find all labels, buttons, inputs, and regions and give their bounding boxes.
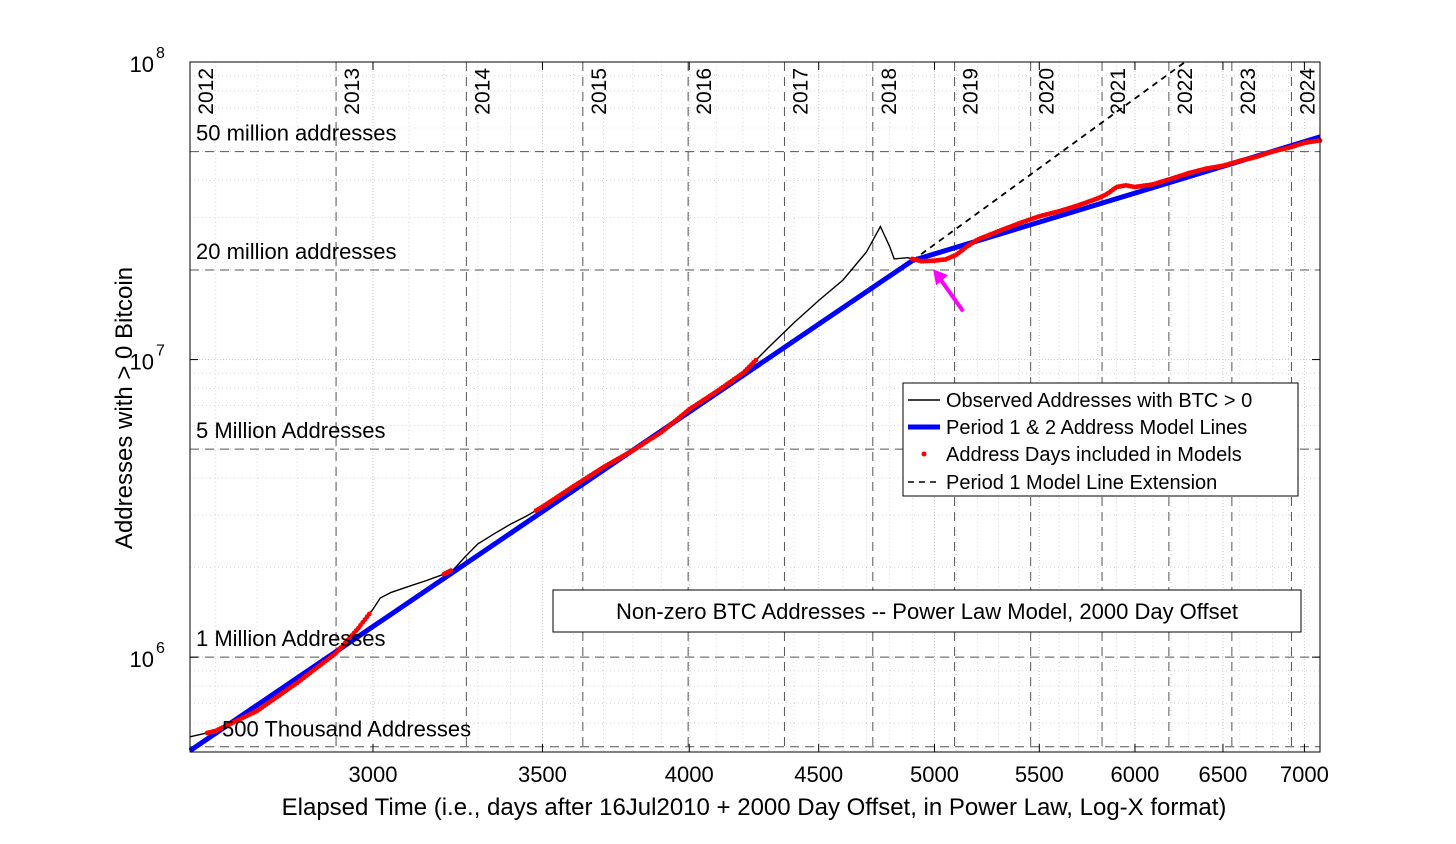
- y-tick-label: 10: [130, 647, 154, 672]
- x-tick-label: 6000: [1110, 762, 1159, 787]
- x-tick-label: 6500: [1198, 762, 1247, 787]
- year-label: 2012: [195, 68, 218, 115]
- reference-lines: [190, 151, 1320, 748]
- y-tick-label: 10: [130, 52, 154, 77]
- year-label: 2022: [1174, 68, 1197, 115]
- legend-label-dots: Address Days included in Models: [946, 444, 1242, 466]
- legend-label-observed: Observed Addresses with BTC > 0: [946, 390, 1252, 412]
- reference-label: 1 Million Addresses: [196, 626, 386, 651]
- callout-arrow-head: [933, 269, 949, 286]
- x-tick-label: 4500: [794, 762, 843, 787]
- year-label: 2017: [789, 68, 812, 115]
- extension-line: [911, 61, 1186, 262]
- reference-labels: 50 million addresses 20 million addresses…: [196, 121, 471, 742]
- y-tick-label: 10: [130, 350, 154, 375]
- year-label: 2013: [341, 68, 364, 115]
- y-tick-exponent: 7: [156, 343, 165, 360]
- x-tick-label: 4000: [665, 762, 714, 787]
- year-labels: 2012 2013 2014 2015 2016 2017 2018 2019 2020 2021…: [195, 68, 1319, 115]
- reference-label: 500 Thousand Addresses: [222, 717, 471, 742]
- year-label: 2018: [878, 68, 901, 115]
- legend-swatch-dots: [921, 451, 927, 457]
- x-tick-label: 7000: [1280, 762, 1329, 787]
- callout-arrow-shaft: [939, 279, 965, 313]
- legend: Observed Addresses with BTC > 0 Period 1…: [902, 382, 1299, 497]
- model-line: [188, 258, 914, 753]
- legend-label-model: Period 1 & 2 Address Model Lines: [946, 417, 1247, 439]
- model-day-dot: [366, 611, 372, 617]
- x-tick-label: 5500: [1015, 762, 1064, 787]
- x-tick-label: 3000: [348, 762, 397, 787]
- year-label: 2020: [1036, 68, 1059, 115]
- year-label: 2023: [1237, 68, 1260, 115]
- plot-frame: [189, 61, 1321, 753]
- y-tick-exponent: 8: [156, 45, 165, 62]
- reference-label: 20 million addresses: [196, 239, 397, 264]
- year-label: 2015: [588, 68, 611, 115]
- chart-title: Non-zero BTC Addresses -- Power Law Mode…: [616, 599, 1238, 624]
- year-label: 2016: [693, 68, 716, 115]
- x-tick-label: 3500: [518, 762, 567, 787]
- year-label: 2024: [1296, 68, 1319, 115]
- legend-label-extension: Period 1 Model Line Extension: [946, 472, 1217, 494]
- chart-title-box: Non-zero BTC Addresses -- Power Law Mode…: [552, 589, 1302, 633]
- reference-label: 50 million addresses: [196, 121, 397, 146]
- year-label: 2021: [1107, 68, 1130, 115]
- model-day-dot: [753, 357, 759, 363]
- y-tick-exponent: 6: [156, 640, 165, 657]
- x-axis-ticks: 3000 3500 4000 4500 5000 5500 6000 6500 7000: [348, 62, 1329, 787]
- year-label: 2019: [960, 68, 983, 115]
- x-axis-label: Elapsed Time (i.e., days after 16Jul2010…: [282, 794, 1227, 821]
- series-layer: [188, 61, 1323, 753]
- reference-label: 5 Million Addresses: [196, 418, 386, 443]
- year-label: 2014: [471, 68, 494, 115]
- x-tick-label: 5000: [910, 762, 959, 787]
- y-axis-label: Addresses with > 0 Bitcoin: [111, 267, 138, 549]
- model-day-dot: [448, 568, 454, 573]
